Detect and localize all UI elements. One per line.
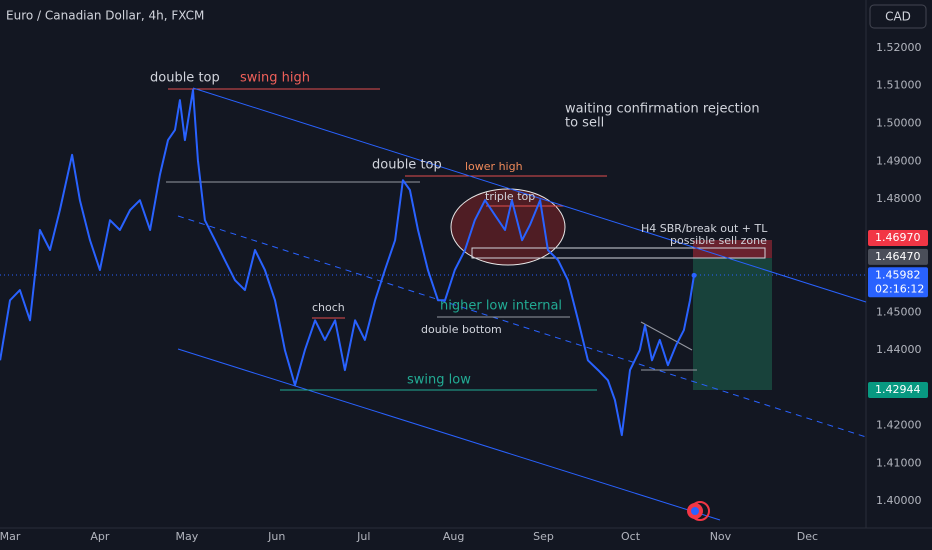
channel-lower (177, 348, 721, 521)
x-tick-label: Apr (90, 530, 110, 543)
x-tick-label: Nov (710, 530, 732, 543)
annotation: higher low internal (440, 299, 562, 314)
x-tick-label: Oct (621, 530, 641, 543)
y-tick-label: 1.40000 (876, 494, 922, 507)
currency[interactable]: CAD (885, 10, 911, 24)
event-icon[interactable] (691, 507, 699, 515)
price-tag-label: 1.46470 (875, 250, 921, 263)
price-line (0, 88, 695, 437)
annotation: double top (372, 158, 442, 173)
wedge-line (640, 321, 693, 351)
y-tick-label: 1.45000 (876, 305, 922, 318)
price-tag (868, 267, 928, 298)
price-tag-label: 1.42944 (875, 383, 921, 396)
y-tick-label: 1.42000 (876, 419, 922, 432)
annotation: swing high (240, 71, 310, 86)
x-tick-label: Dec (797, 530, 818, 543)
annotation: triple top (485, 190, 535, 203)
x-tick-label: Aug (443, 530, 464, 543)
price-tag (868, 248, 928, 265)
x-tick-label: Jun (267, 530, 285, 543)
y-tick-label: 1.50000 (876, 117, 922, 130)
annotation: H4 SBR/break out + TL (641, 222, 768, 235)
x-tick-label: Sep (533, 530, 554, 543)
x-tick-label: Mar (0, 530, 21, 543)
annotation: waiting confirmation rejection (565, 102, 760, 117)
price-tag (868, 229, 928, 246)
y-tick-label: 1.44000 (876, 343, 922, 356)
annotation: lower high (465, 160, 523, 173)
annotation: double top (150, 71, 220, 86)
annotation: double bottom (421, 323, 502, 336)
currency-button[interactable] (869, 4, 927, 29)
x-tick-label: Jul (356, 530, 370, 543)
y-tick-label: 1.48000 (876, 192, 922, 205)
y-tick-label: 1.52000 (876, 41, 922, 54)
last-point (691, 272, 697, 278)
sbr-box (471, 247, 766, 259)
target-zone (693, 258, 772, 390)
annotation: possible sell zone (670, 234, 767, 247)
price-tag (868, 381, 928, 398)
countdown: 02:16:12 (875, 282, 924, 295)
annotation: swing low (407, 373, 471, 388)
drawings (0, 87, 867, 521)
annotation: to sell (565, 116, 604, 131)
price-tag-label: 1.46970 (875, 231, 921, 244)
x-tick-label: May (176, 530, 199, 543)
annotation: choch (312, 301, 345, 314)
symbol-title: Euro / Canadian Dollar, 4h, FXCM (6, 9, 204, 23)
channel-upper (192, 87, 867, 303)
y-tick-label: 1.51000 (876, 79, 922, 92)
price-tag-label: 1.45982 (875, 268, 921, 281)
y-tick-label: 1.49000 (876, 154, 922, 167)
y-tick-label: 1.41000 (876, 456, 922, 469)
